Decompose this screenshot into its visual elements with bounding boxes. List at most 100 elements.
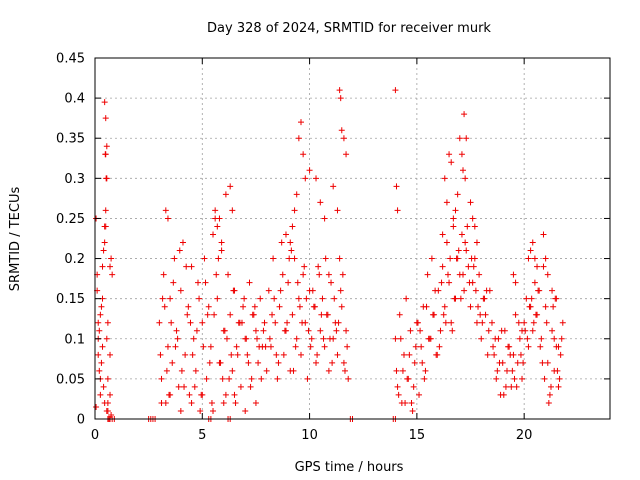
plot-frame — [94, 57, 611, 420]
data-point — [482, 311, 489, 318]
data-point — [207, 343, 214, 350]
y-tick-label: 0.25 — [56, 212, 85, 227]
data-point — [439, 231, 446, 238]
data-point — [330, 183, 337, 190]
data-point — [428, 255, 435, 262]
data-point — [271, 295, 278, 302]
data-point — [308, 335, 315, 342]
data-point — [513, 383, 520, 390]
data-point — [317, 327, 324, 334]
data-point — [255, 359, 262, 366]
data-point — [188, 399, 195, 406]
data-point — [97, 311, 104, 318]
data-point — [449, 327, 456, 334]
data-point — [164, 215, 171, 222]
data-point — [544, 271, 551, 278]
data-point — [303, 295, 310, 302]
data-point — [414, 319, 421, 326]
data-point — [516, 335, 523, 342]
data-point — [221, 327, 228, 334]
data-point — [473, 239, 480, 246]
data-point — [225, 271, 232, 278]
data-point — [190, 335, 197, 342]
data-point — [392, 335, 399, 342]
y-tick-label: 0.15 — [56, 292, 85, 307]
data-point — [242, 407, 249, 414]
data-point — [160, 271, 167, 278]
data-point — [320, 335, 327, 342]
data-point — [418, 343, 425, 350]
data-point — [243, 335, 250, 342]
data-point — [222, 391, 229, 398]
data-point — [222, 191, 229, 198]
data-point — [423, 303, 430, 310]
data-point — [556, 375, 563, 382]
data-point — [485, 327, 492, 334]
data-point — [158, 399, 165, 406]
data-point — [288, 247, 295, 254]
data-point — [335, 319, 342, 326]
data-point — [108, 411, 115, 418]
x-tick-label: 15 — [409, 428, 426, 443]
data-point — [333, 327, 340, 334]
data-point — [525, 343, 532, 350]
data-point — [229, 207, 236, 214]
data-point — [337, 95, 344, 102]
data-point — [439, 263, 446, 270]
data-point — [176, 247, 183, 254]
data-point — [314, 351, 321, 358]
data-point — [328, 279, 335, 286]
data-point — [234, 351, 241, 358]
data-point — [396, 311, 403, 318]
data-point — [509, 367, 516, 374]
chart-title: Day 328 of 2024, SRMTID for receiver mur… — [207, 21, 491, 36]
data-point — [231, 391, 238, 398]
data-point — [319, 295, 326, 302]
data-point — [530, 319, 537, 326]
data-point — [502, 383, 509, 390]
data-point — [167, 391, 174, 398]
data-point — [260, 327, 267, 334]
y-tick-label: 0.2 — [64, 252, 85, 267]
data-point — [265, 287, 272, 294]
data-point — [450, 223, 457, 230]
data-point — [277, 287, 284, 294]
data-point — [454, 191, 461, 198]
data-point — [293, 191, 300, 198]
data-point — [95, 351, 102, 358]
data-point — [270, 255, 277, 262]
data-point — [256, 343, 263, 350]
data-point — [305, 327, 312, 334]
data-point — [453, 255, 460, 262]
data-point — [299, 319, 306, 326]
data-point — [181, 383, 188, 390]
data-point — [325, 271, 332, 278]
data-point — [307, 343, 314, 350]
data-point — [523, 295, 530, 302]
data-point — [199, 391, 206, 398]
data-point — [214, 223, 221, 230]
data-point — [212, 207, 219, 214]
data-point — [525, 255, 532, 262]
data-point — [549, 287, 556, 294]
data-point — [182, 351, 189, 358]
data-point — [508, 383, 515, 390]
data-point — [514, 359, 521, 366]
data-point — [100, 247, 107, 254]
data-point — [295, 135, 302, 142]
data-point — [395, 391, 402, 398]
data-point — [321, 343, 328, 350]
data-point — [448, 319, 455, 326]
data-point — [263, 367, 270, 374]
data-point — [457, 295, 464, 302]
data-point — [261, 319, 268, 326]
data-point — [233, 343, 240, 350]
data-point — [240, 303, 247, 310]
data-point — [195, 279, 201, 286]
data-point — [162, 207, 169, 214]
data-point — [344, 343, 351, 350]
data-point — [496, 359, 503, 366]
data-point — [169, 359, 176, 366]
data-point — [107, 391, 114, 398]
data-point — [432, 287, 439, 294]
